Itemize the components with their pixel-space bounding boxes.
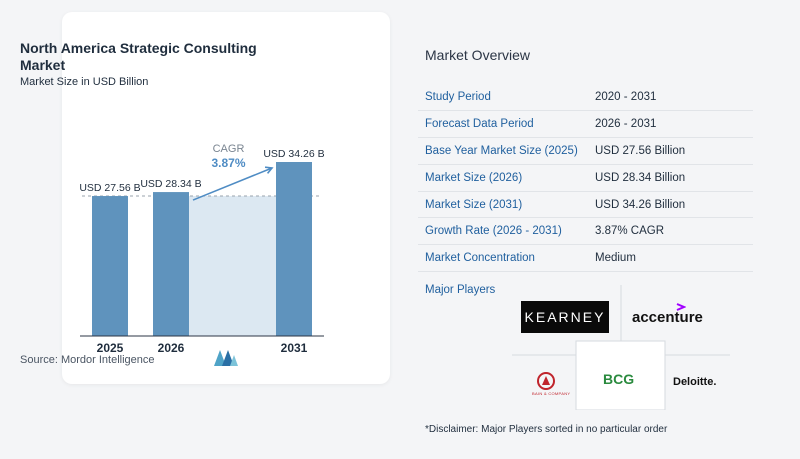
cagr-arrowhead <box>264 166 274 174</box>
accenture-mark-icon <box>676 303 686 311</box>
table-row: Market Concentration Medium <box>418 244 753 273</box>
row-label: Study Period <box>418 84 588 112</box>
row-value: USD 28.34 Billion <box>588 164 753 192</box>
row-label: Forecast Data Period <box>418 110 588 139</box>
accenture-logo: accenture <box>632 309 703 326</box>
row-label: Base Year Market Size (2025) <box>418 137 588 165</box>
row-label: Market Size (2026) <box>418 164 588 192</box>
disclaimer: *Disclaimer: Major Players sorted in no … <box>425 424 668 435</box>
table-row: Growth Rate (2026 - 2031) 3.87% CAGR <box>418 217 753 246</box>
cagr-value: 3.87% <box>211 156 245 170</box>
bar-2026 <box>153 192 189 336</box>
players-grid-lines <box>512 285 730 410</box>
row-value: USD 34.26 Billion <box>588 191 753 219</box>
value-label-2025: USD 27.56 B <box>79 182 140 194</box>
source-text: Source: Mordor Intelligence <box>20 354 155 366</box>
table-row: Market Size (2031) USD 34.26 Billion <box>418 191 753 219</box>
row-value: 3.87% CAGR <box>588 217 753 246</box>
chart-title: North America Strategic Consulting Marke… <box>20 40 257 73</box>
players-grid: KEARNEY accenture BCG Deloitte. BAIN & C… <box>512 285 732 410</box>
row-label: Market Concentration <box>418 244 588 273</box>
table-row: Study Period 2020 - 2031 <box>418 84 753 112</box>
value-label-2026: USD 28.34 B <box>140 178 201 190</box>
forecast-band <box>189 196 276 336</box>
overview-title: Market Overview <box>425 47 531 63</box>
cagr-label: CAGR <box>213 143 245 155</box>
overview-table: Study Period 2020 - 2031 Forecast Data Pe… <box>418 84 753 273</box>
cagr-arrow <box>192 167 273 201</box>
bar-2031 <box>276 162 312 336</box>
table-row: Base Year Market Size (2025) USD 27.56 Bi… <box>418 137 753 165</box>
mordor-logo-icon <box>214 350 238 366</box>
table-row: Forecast Data Period 2026 - 2031 <box>418 110 753 139</box>
bcg-logo: BCG <box>603 371 635 387</box>
category-label-2026: 2026 <box>158 341 185 355</box>
row-value: 2026 - 2031 <box>588 110 753 139</box>
chart-subtitle: Market Size in USD Billion <box>20 76 149 88</box>
row-value: USD 27.56 Billion <box>588 137 753 165</box>
row-label: Growth Rate (2026 - 2031) <box>418 217 588 246</box>
bain-logo: BAIN & COMPANY <box>532 391 571 396</box>
major-players-title: Major Players <box>425 284 496 296</box>
table-row: Market Size (2026) USD 28.34 Billion <box>418 164 753 192</box>
deloitte-logo: Deloitte. <box>673 376 717 388</box>
row-value: 2020 - 2031 <box>588 84 753 112</box>
category-label-2025: 2025 <box>97 341 124 355</box>
bain-logo-icon <box>537 372 555 390</box>
kearney-logo: KEARNEY <box>521 301 609 333</box>
bar-2025 <box>92 196 128 336</box>
row-label: Market Size (2031) <box>418 191 588 219</box>
category-label-2031: 2031 <box>281 341 308 355</box>
value-label-2031: USD 34.26 B <box>263 148 324 160</box>
bar-chart: USD 27.56 B 2025 USD 28.34 B 2026 USD 34.26 … <box>79 143 324 355</box>
row-value: Medium <box>588 244 753 273</box>
